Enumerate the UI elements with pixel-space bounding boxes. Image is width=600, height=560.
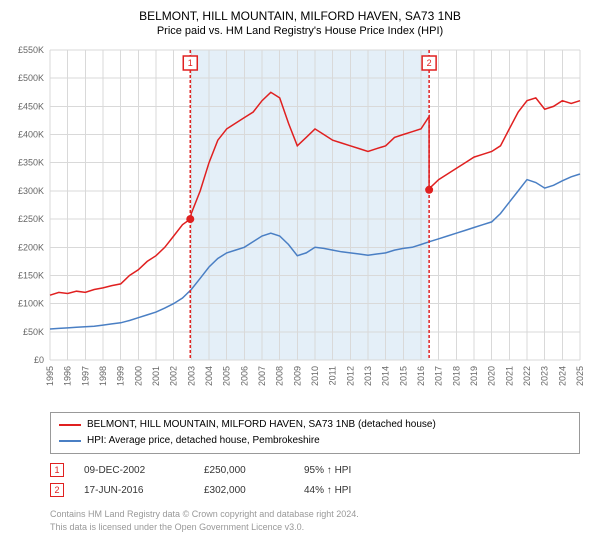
plot-area: £0£50K£100K£150K£200K£250K£300K£350K£400…	[50, 50, 580, 400]
x-tick-label: 2017	[434, 366, 444, 386]
x-tick-label: 1998	[98, 366, 108, 386]
x-tick-label: 2018	[451, 366, 461, 386]
shade-region	[190, 50, 429, 360]
x-tick-label: 2003	[186, 366, 196, 386]
chart-container: BELMONT, HILL MOUNTAIN, MILFORD HAVEN, S…	[0, 0, 600, 560]
x-tick-label: 2015	[398, 366, 408, 386]
x-tick-label: 2021	[504, 366, 514, 386]
y-tick-label: £500K	[18, 73, 44, 83]
x-tick-label: 2014	[381, 366, 391, 386]
x-tick-label: 2023	[540, 366, 550, 386]
x-tick-label: 2009	[292, 366, 302, 386]
x-tick-label: 2010	[310, 366, 320, 386]
x-tick-label: 2000	[133, 366, 143, 386]
sale-marker-num: 1	[188, 58, 193, 68]
y-tick-label: £0	[34, 355, 44, 365]
x-tick-label: 2012	[345, 366, 355, 386]
y-tick-label: £300K	[18, 186, 44, 196]
legend-swatch	[59, 440, 81, 442]
legend-label: HPI: Average price, detached house, Pemb…	[87, 433, 320, 449]
legend: BELMONT, HILL MOUNTAIN, MILFORD HAVEN, S…	[50, 412, 580, 454]
y-tick-label: £400K	[18, 130, 44, 140]
sale-dot	[425, 186, 433, 194]
sale-dot	[186, 215, 194, 223]
sales-table: 1 09-DEC-2002 £250,000 95% ↑ HPI 2 17-JU…	[50, 460, 424, 500]
x-tick-label: 1996	[63, 366, 73, 386]
legend-item: HPI: Average price, detached house, Pemb…	[59, 433, 571, 449]
sale-date: 09-DEC-2002	[84, 465, 204, 476]
sale-marker-num: 2	[427, 58, 432, 68]
x-tick-label: 2004	[204, 366, 214, 386]
footnote: Contains HM Land Registry data © Crown c…	[50, 508, 359, 533]
sale-row: 1 09-DEC-2002 £250,000 95% ↑ HPI	[50, 460, 424, 480]
y-tick-label: £100K	[18, 299, 44, 309]
x-tick-label: 2013	[363, 366, 373, 386]
x-tick-label: 1999	[116, 366, 126, 386]
chart-subtitle: Price paid vs. HM Land Registry's House …	[0, 25, 600, 43]
x-tick-label: 2020	[487, 366, 497, 386]
y-tick-label: £450K	[18, 101, 44, 111]
x-tick-label: 2025	[575, 366, 585, 386]
x-tick-label: 2008	[275, 366, 285, 386]
y-tick-label: £50K	[23, 327, 44, 337]
y-tick-label: £250K	[18, 214, 44, 224]
sale-marker-num: 1	[54, 465, 59, 475]
y-tick-label: £550K	[18, 45, 44, 55]
y-tick-label: £150K	[18, 270, 44, 280]
x-tick-label: 1997	[80, 366, 90, 386]
x-tick-label: 2016	[416, 366, 426, 386]
x-tick-label: 2007	[257, 366, 267, 386]
sale-marker-box: 1	[50, 463, 64, 477]
sale-marker-num: 2	[54, 485, 59, 495]
y-tick-label: £350K	[18, 158, 44, 168]
legend-item: BELMONT, HILL MOUNTAIN, MILFORD HAVEN, S…	[59, 417, 571, 433]
legend-swatch	[59, 424, 81, 426]
sale-row: 2 17-JUN-2016 £302,000 44% ↑ HPI	[50, 480, 424, 500]
x-tick-label: 2006	[239, 366, 249, 386]
x-tick-label: 2011	[328, 366, 338, 385]
sale-marker-box: 2	[50, 483, 64, 497]
sale-price: £250,000	[204, 465, 304, 476]
sale-date: 17-JUN-2016	[84, 485, 204, 496]
sale-pct: 95% ↑ HPI	[304, 465, 424, 476]
x-tick-label: 2005	[222, 366, 232, 386]
sale-pct: 44% ↑ HPI	[304, 485, 424, 496]
x-tick-label: 1995	[45, 366, 55, 386]
sale-price: £302,000	[204, 485, 304, 496]
x-tick-label: 2001	[151, 366, 161, 386]
chart-title: BELMONT, HILL MOUNTAIN, MILFORD HAVEN, S…	[0, 0, 600, 25]
footnote-line: This data is licensed under the Open Gov…	[50, 521, 359, 534]
x-tick-label: 2019	[469, 366, 479, 386]
x-tick-label: 2002	[169, 366, 179, 386]
x-tick-label: 2024	[557, 366, 567, 386]
plot-svg: £0£50K£100K£150K£200K£250K£300K£350K£400…	[50, 50, 580, 400]
x-tick-label: 2022	[522, 366, 532, 386]
footnote-line: Contains HM Land Registry data © Crown c…	[50, 508, 359, 521]
y-tick-label: £200K	[18, 242, 44, 252]
legend-label: BELMONT, HILL MOUNTAIN, MILFORD HAVEN, S…	[87, 417, 436, 433]
